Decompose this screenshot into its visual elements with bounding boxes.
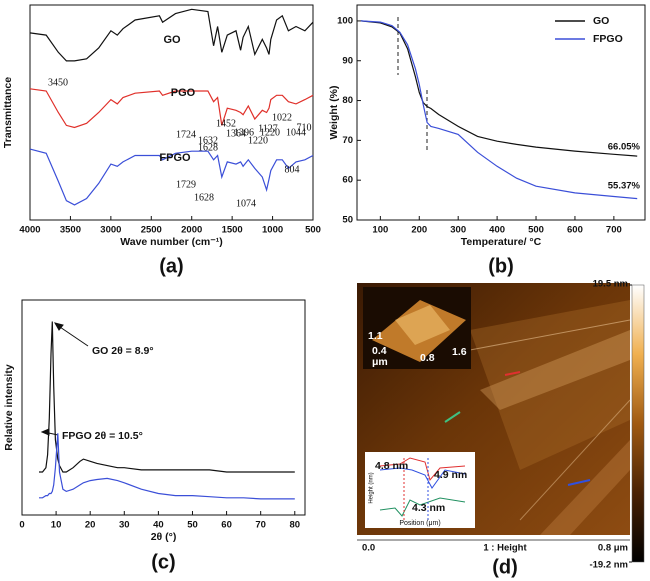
inset-label: 1.1 xyxy=(368,330,383,342)
x-tick-label: 10 xyxy=(51,520,62,531)
panel-label: (d) xyxy=(492,556,518,578)
series-line xyxy=(29,148,314,206)
annotation: 55.37% xyxy=(608,181,641,192)
x-tick-label: 70 xyxy=(255,520,266,531)
y-tick-label: 100 xyxy=(337,15,353,26)
x-tick-label: 1500 xyxy=(222,225,243,236)
panel-label: (c) xyxy=(151,551,175,573)
x-tick-label: 500 xyxy=(305,225,321,236)
profile-annotation: 4.3 nm xyxy=(412,502,445,514)
series-line xyxy=(39,321,295,473)
x-axis-label: 2θ (°) xyxy=(151,531,177,543)
plot-frame xyxy=(356,4,646,221)
x-axis-label: Wave number (cm⁻¹) xyxy=(120,236,223,248)
arrows xyxy=(40,322,89,436)
y-axis-label: Weight (%) xyxy=(328,85,340,139)
profile-annotation: 4.9 nm xyxy=(434,469,467,481)
annotation: 1729 xyxy=(176,179,196,190)
x-tick-label: 2000 xyxy=(181,225,202,236)
series-line xyxy=(29,88,314,129)
series-line xyxy=(29,8,314,62)
series-line xyxy=(360,20,638,200)
panel-label: (b) xyxy=(488,255,514,277)
annotation: 66.05% xyxy=(608,142,641,153)
annotation: 1632 xyxy=(198,135,218,146)
inset-label: 1.6 xyxy=(452,346,467,358)
x-tick-label: 30 xyxy=(119,520,130,531)
x-tick-label: 50 xyxy=(187,520,198,531)
annotation: FPGO 2θ = 10.5° xyxy=(62,430,143,442)
annotation: 1022 xyxy=(272,112,292,123)
y-tick-label: 80 xyxy=(342,95,353,106)
inset-label: 0.4 xyxy=(372,345,387,357)
x-tick-label: 40 xyxy=(153,520,164,531)
x-tick-label: 80 xyxy=(289,520,300,531)
legend-label: FPGO xyxy=(593,33,623,45)
annotation: 1452 xyxy=(216,118,236,129)
y-tick-label: 50 xyxy=(342,215,353,226)
annotation: 1074 xyxy=(236,198,256,209)
scale-label: 0.0 xyxy=(362,543,375,554)
series-label: FPGO xyxy=(159,152,191,164)
series-label: PGO xyxy=(171,87,196,99)
profile-annotation: 4.8 nm xyxy=(375,460,408,472)
x-tick-label: 100 xyxy=(372,225,388,236)
series-label: GO xyxy=(163,34,181,46)
x-tick-label: 3500 xyxy=(60,225,81,236)
inset-label: μm xyxy=(372,356,388,368)
x-tick-label: 2500 xyxy=(141,225,162,236)
annotation: 1220 xyxy=(260,127,280,138)
y-axis-label: Transmittance xyxy=(2,77,14,148)
annotation: 1628 xyxy=(194,192,214,203)
x-tick-label: 60 xyxy=(221,520,232,531)
colorbar-label: -19.2 nm xyxy=(589,560,628,571)
annotation: 710 xyxy=(297,122,312,133)
x-tick-label: 4000 xyxy=(19,225,40,236)
x-tick-label: 600 xyxy=(567,225,583,236)
annotation: 1220 xyxy=(248,135,268,146)
profile-x-label: Position (μm) xyxy=(399,520,440,527)
afm-image xyxy=(357,283,645,563)
inset-label: 0.8 xyxy=(420,352,435,364)
x-tick-label: 300 xyxy=(450,225,466,236)
y-axis-label: Relative intensity xyxy=(3,364,15,451)
annotation: 1724 xyxy=(176,129,196,140)
x-tick-label: 400 xyxy=(489,225,505,236)
y-tick-label: 90 xyxy=(342,55,353,66)
legend-label: GO xyxy=(593,15,609,27)
annotation: 3450 xyxy=(48,77,68,88)
annotation: 804 xyxy=(285,164,300,175)
scale-label: 0.8 μm xyxy=(598,543,628,554)
x-tick-label: 0 xyxy=(19,520,24,531)
annotation: 1628 xyxy=(198,142,218,153)
y-tick-label: 60 xyxy=(342,175,353,186)
annotation: 1127 xyxy=(258,123,278,134)
x-axis-label: Temperature/ °C xyxy=(461,236,542,248)
x-tick-label: 200 xyxy=(411,225,427,236)
scale-label: 1 : Height xyxy=(483,543,527,554)
profile-y-label: Height (nm) xyxy=(369,472,375,503)
plot-frame xyxy=(21,299,306,516)
panel-label: (a) xyxy=(159,255,183,277)
plot-frame xyxy=(29,4,314,221)
x-tick-label: 3000 xyxy=(100,225,121,236)
series-line xyxy=(39,433,295,500)
annotation: 1364 xyxy=(226,128,246,139)
colorbar-label: 19.5 nm xyxy=(593,279,628,290)
annotation: 1396 xyxy=(234,127,254,138)
annotation: 1044 xyxy=(286,127,306,138)
x-tick-label: 700 xyxy=(606,225,622,236)
annotation: GO 2θ = 8.9° xyxy=(92,345,154,357)
x-tick-label: 500 xyxy=(528,225,544,236)
y-tick-label: 70 xyxy=(342,135,353,146)
x-tick-label: 20 xyxy=(85,520,96,531)
x-tick-label: 1000 xyxy=(262,225,283,236)
